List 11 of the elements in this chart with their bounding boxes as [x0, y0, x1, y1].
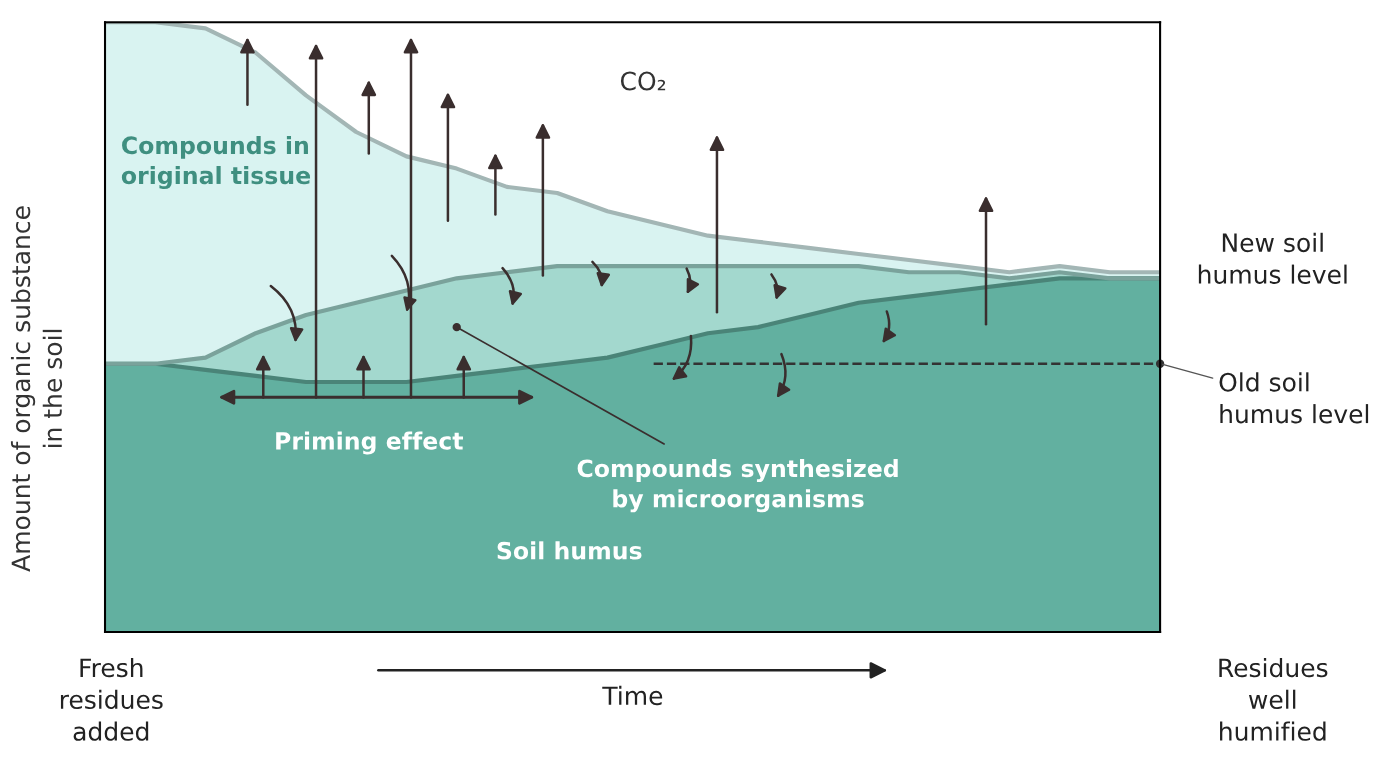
series-label: Soil humus	[497, 541, 642, 560]
ref-line-label: Old soil humus level	[1219, 372, 1369, 424]
annotation: Priming effect	[276, 431, 464, 455]
text: New soil humus level	[1198, 232, 1347, 284]
text: Residues well humified	[1219, 657, 1328, 741]
y-axis-title: Amount of organic substance in the soil	[10, 206, 63, 572]
x-axis-title: Time	[602, 685, 663, 706]
annotation: CO₂	[620, 71, 666, 91]
text: Fresh residues added	[60, 657, 163, 741]
text: Compounds synthesized by microorganisms	[577, 459, 898, 513]
series-label: Compounds in original tissue	[121, 135, 311, 190]
